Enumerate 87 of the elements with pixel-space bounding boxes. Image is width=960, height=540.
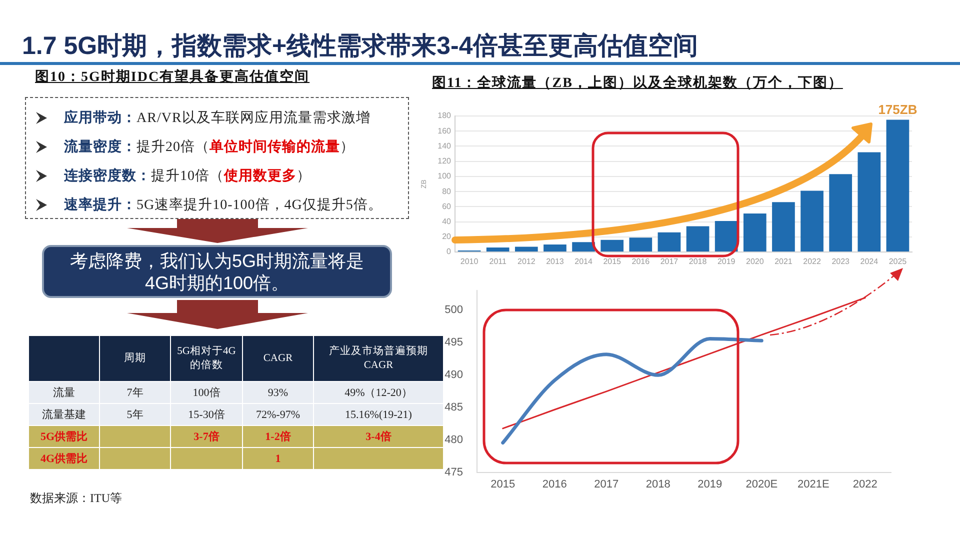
x-tick-label: 2012	[518, 257, 536, 266]
x-tick-label: 2015	[490, 478, 516, 490]
text: 1.7 5G时期，指数需求+线性需求带来3-4倍甚至更高估值空间	[22, 31, 698, 62]
x-tick-label: 2023	[832, 257, 850, 266]
bar	[544, 244, 566, 252]
x-tick-label: 2011	[489, 257, 507, 266]
x-tick-label: 2015	[603, 257, 622, 266]
text: 连接密度数：提升10倍（使用数更多）	[64, 169, 311, 184]
bar	[600, 240, 624, 252]
x-tick-label: 2013	[546, 257, 564, 266]
x-tick-label: 2014	[574, 257, 593, 266]
bar	[714, 221, 738, 252]
x-tick-label: 2019	[717, 257, 736, 266]
x-tick-label: 2021	[774, 257, 793, 266]
text: 100倍	[192, 387, 220, 399]
text: 5年	[126, 409, 144, 421]
bar	[886, 120, 910, 252]
x-tick-label: 2018	[646, 478, 670, 490]
x-tick-label: 2019	[698, 478, 722, 490]
category-label: 5G相对于4G的倍数	[170, 336, 242, 382]
x-tick-label: 2010	[460, 257, 479, 266]
text: 93%	[268, 386, 288, 398]
bar	[743, 213, 766, 252]
text: 图10：5G时期IDC有望具备更高估值空间	[35, 68, 310, 86]
y-tick-label: 475	[444, 466, 463, 479]
bar	[514, 246, 538, 252]
text: 考虑降费，我们认为5G时期流量将是4G时期的100倍。	[68, 250, 365, 294]
y-tick-label: 140	[438, 141, 452, 150]
y-tick-label: 480	[444, 434, 463, 446]
x-tick-label: 2020E	[746, 478, 778, 490]
category-label: 流量	[53, 387, 75, 399]
x-tick-label: 2021E	[797, 478, 830, 490]
bar	[658, 232, 681, 252]
y-tick-label: 0	[446, 247, 452, 256]
y-tick-label: 500	[444, 304, 463, 316]
y-tick-label: 20	[442, 232, 452, 242]
text: 7年	[126, 387, 144, 399]
text: 流量密度：提升20倍（单位时间传输的流量）	[64, 140, 354, 155]
bar	[486, 247, 510, 252]
x-tick-label: 2022	[852, 478, 878, 490]
category-label: 流量基建	[42, 409, 86, 421]
category-label: CAGR	[242, 336, 314, 382]
y-tick-label: 40	[442, 216, 452, 226]
text: 3-7倍	[194, 431, 220, 443]
text: 速率提升：5G速率提升10-100倍，4G仅提升5倍。	[64, 198, 382, 213]
y-tick-label: 495	[444, 336, 463, 349]
category-label: 4G供需比	[40, 453, 88, 465]
x-tick-label: 2022	[803, 257, 822, 266]
x-tick-label: 2017	[660, 257, 679, 266]
x-tick-label: 2020	[746, 257, 764, 266]
y-tick-label: 180	[438, 111, 452, 120]
y-tick-label: 120	[438, 156, 452, 166]
x-tick-label: 2016	[632, 257, 650, 266]
bar	[858, 152, 881, 252]
y-tick-label: 490	[444, 369, 463, 382]
text: 应用带动：AR/VR以及车联网应用流量需求激增	[64, 111, 370, 126]
y-tick-label: 60	[442, 202, 452, 211]
bar	[772, 202, 795, 252]
text: 1	[275, 452, 281, 464]
text: 49%（12-20）	[344, 387, 412, 399]
x-tick-label: 2025	[888, 257, 908, 266]
chart-title: 图11：全球流量（ZB，上图）以及全球机架数（万个，下图）	[432, 74, 843, 92]
text: 3-4倍	[366, 431, 392, 443]
y-tick-label: 485	[444, 402, 463, 414]
bar	[629, 238, 652, 252]
line-series	[502, 297, 866, 430]
category-label: 产业及市场普遍预期CAGR	[314, 336, 444, 382]
line-series	[501, 336, 764, 445]
annotation: 175ZB	[878, 102, 918, 117]
bar	[572, 242, 595, 252]
bar	[800, 190, 824, 252]
y-tick-label: 160	[438, 126, 452, 136]
text: 15-30倍	[188, 409, 225, 421]
x-tick-label: 2018	[688, 257, 708, 266]
bar	[829, 174, 852, 252]
bar	[686, 226, 710, 252]
x-tick-label: 2016	[542, 478, 567, 490]
category-label: 周期	[100, 336, 170, 382]
y-tick-label: 100	[438, 172, 452, 181]
source-note: 数据来源：ITU等	[30, 490, 122, 507]
category-label: 5G供需比	[40, 431, 88, 443]
x-tick-label: 2017	[594, 478, 619, 490]
y-tick-label: 80	[442, 186, 452, 196]
text: 15.16%(19-21)	[345, 408, 412, 420]
text: 72%-97%	[256, 408, 300, 420]
x-tick-label: 2024	[860, 257, 879, 266]
text: 1-2倍	[265, 431, 291, 443]
